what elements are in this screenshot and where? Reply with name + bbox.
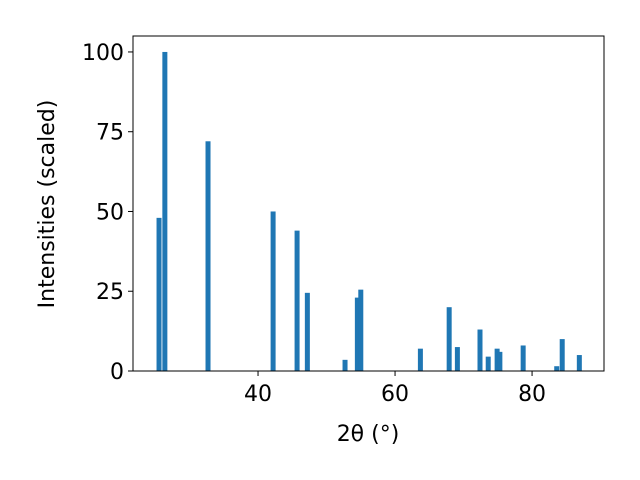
bar <box>576 355 582 371</box>
x-tick-label: 40 <box>244 382 272 407</box>
bar <box>358 289 364 371</box>
bar <box>497 351 503 371</box>
y-tick-label: 50 <box>96 200 124 225</box>
bar <box>304 292 310 371</box>
bar <box>354 297 360 371</box>
bar <box>205 141 211 371</box>
bar <box>270 211 276 371</box>
plot-frame <box>132 35 605 372</box>
y-tick-label: 75 <box>96 121 124 146</box>
bar <box>417 348 423 371</box>
bar <box>485 356 491 371</box>
bar <box>342 359 348 371</box>
bar <box>554 366 560 371</box>
bar <box>156 217 162 371</box>
bar <box>559 339 565 371</box>
x-axis-label: 2θ (°) <box>337 422 400 447</box>
bar <box>454 347 460 371</box>
bar <box>494 348 500 371</box>
bar <box>294 230 300 371</box>
x-tick-label: 60 <box>381 382 409 407</box>
y-tick-label: 25 <box>96 280 124 305</box>
bar <box>520 345 526 371</box>
bar <box>477 329 483 371</box>
y-tick-label: 100 <box>82 41 124 66</box>
y-tick-label: 0 <box>110 360 124 385</box>
bar <box>162 51 168 371</box>
bar <box>446 307 452 371</box>
x-tick-label: 80 <box>518 382 546 407</box>
y-axis-label: Intensities (scaled) <box>35 100 60 309</box>
